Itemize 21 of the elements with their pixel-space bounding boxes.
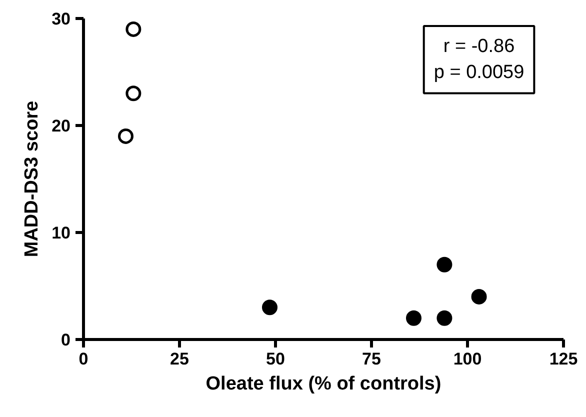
x-tick-label: 50 <box>266 350 285 368</box>
y-tick-label: 10 <box>52 224 71 242</box>
point <box>436 256 452 272</box>
x-tick-label: 125 <box>549 350 578 368</box>
point <box>406 310 422 326</box>
point <box>126 86 142 102</box>
y-tick-label: 20 <box>52 116 71 136</box>
y-tick-label: 30 <box>52 10 71 28</box>
point <box>126 21 142 37</box>
annotation: r = -0.86 p = 0.0059 <box>434 36 524 84</box>
point <box>471 288 487 304</box>
point <box>262 300 278 316</box>
x-tick-label: 100 <box>453 350 482 368</box>
x-tick-label: 25 <box>170 350 189 368</box>
x-axis-title: Oleate flux (% of controls) <box>206 374 442 394</box>
y-axis-title: MADD-DS3 score <box>22 100 43 258</box>
y-tick-label: 0 <box>61 330 71 350</box>
point <box>118 128 134 144</box>
x-tick-label: 0 <box>78 350 88 368</box>
x-tick-label: 75 <box>362 350 381 368</box>
point <box>436 310 452 326</box>
